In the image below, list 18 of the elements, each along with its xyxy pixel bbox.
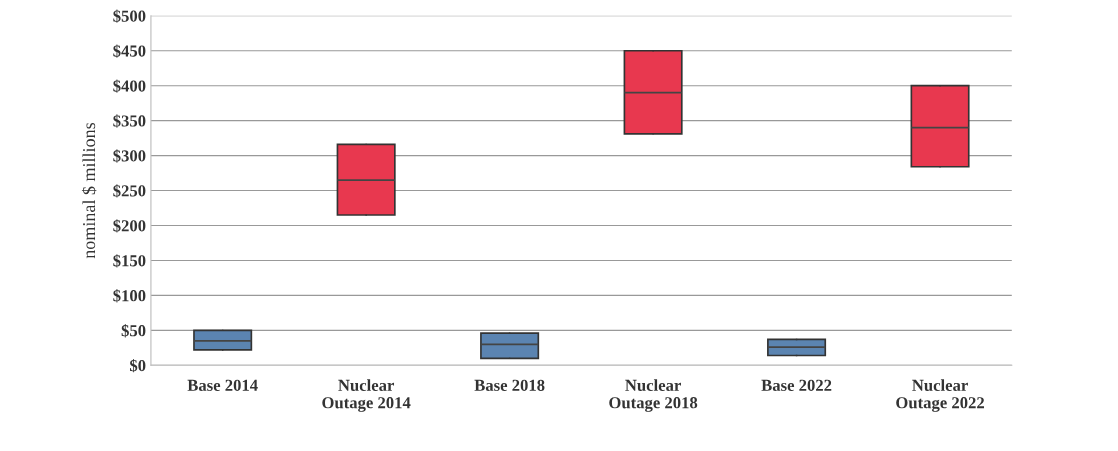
x-tick-label: Nuclear Outage 2018: [609, 379, 698, 412]
y-tick-label: $50: [121, 324, 146, 338]
x-tick-label: Nuclear Outage 2022: [896, 379, 985, 412]
y-tick-label: $250: [113, 184, 146, 198]
y-tick-label: $100: [113, 289, 146, 303]
y-tick-label: $350: [113, 114, 146, 128]
x-tick-label: Base 2018: [474, 379, 545, 391]
y-tick-label: $200: [113, 219, 146, 233]
x-tick-label: Base 2022: [761, 379, 832, 391]
y-tick-label: $400: [113, 79, 146, 93]
y-tick-label: $150: [113, 254, 146, 268]
y-tick-label: $300: [113, 149, 146, 163]
x-tick-label: Base 2014: [187, 379, 258, 391]
y-tick-label: $500: [113, 9, 146, 23]
y-tick-label: $0: [130, 359, 146, 373]
y-axis-title: nominal $ millions: [81, 122, 97, 259]
y-tick-label: $450: [113, 44, 146, 58]
x-tick-label: Nuclear Outage 2014: [322, 379, 411, 412]
